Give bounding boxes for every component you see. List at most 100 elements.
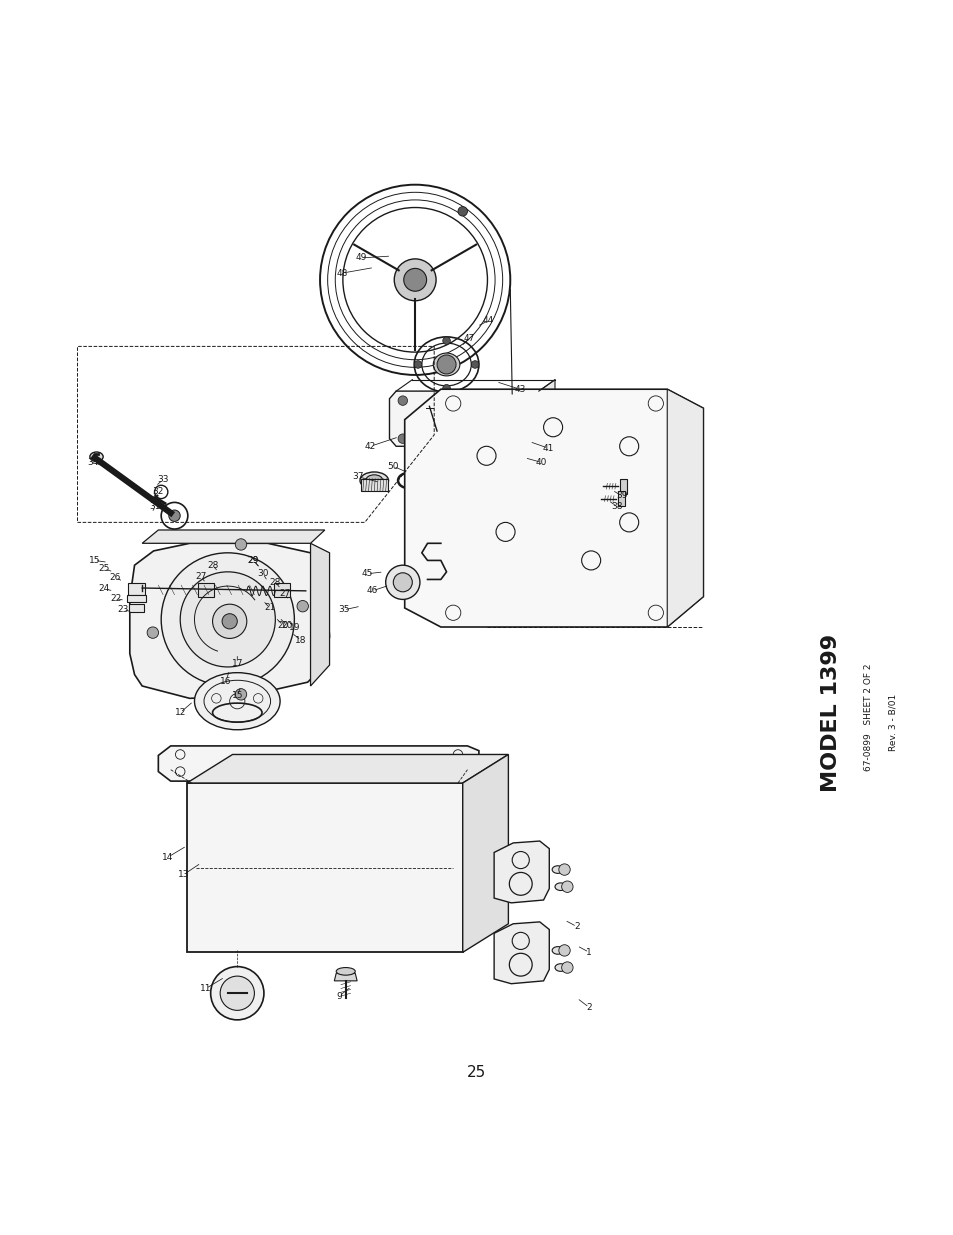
Text: 20: 20 <box>281 621 293 630</box>
Text: 21: 21 <box>264 604 275 613</box>
Circle shape <box>235 538 247 550</box>
Circle shape <box>394 259 436 301</box>
Circle shape <box>220 976 254 1010</box>
Circle shape <box>211 967 264 1020</box>
Ellipse shape <box>555 963 566 972</box>
Polygon shape <box>666 389 702 627</box>
Text: 9: 9 <box>335 992 341 1000</box>
Text: 39: 39 <box>616 492 627 500</box>
Text: 49: 49 <box>355 253 366 263</box>
Text: 12: 12 <box>174 708 186 718</box>
Text: 15: 15 <box>89 556 100 564</box>
Circle shape <box>527 433 537 443</box>
Text: 33: 33 <box>157 475 169 484</box>
Circle shape <box>235 689 247 700</box>
Circle shape <box>393 573 412 592</box>
Circle shape <box>296 600 308 611</box>
Polygon shape <box>494 841 549 903</box>
Text: 40: 40 <box>536 458 547 467</box>
Text: 45: 45 <box>361 569 373 578</box>
Text: 41: 41 <box>542 443 554 453</box>
Polygon shape <box>311 543 329 685</box>
Circle shape <box>161 553 294 685</box>
Polygon shape <box>619 479 627 494</box>
Text: 18: 18 <box>295 636 307 645</box>
Polygon shape <box>130 543 329 698</box>
Ellipse shape <box>552 946 563 955</box>
Ellipse shape <box>433 353 459 375</box>
Polygon shape <box>389 391 545 446</box>
Text: 2: 2 <box>586 1003 592 1011</box>
Circle shape <box>222 614 237 629</box>
Text: 13: 13 <box>178 869 190 879</box>
Polygon shape <box>142 530 324 543</box>
Text: 43: 43 <box>514 385 525 394</box>
Text: 31: 31 <box>150 501 161 511</box>
Circle shape <box>561 881 573 893</box>
Circle shape <box>397 433 407 443</box>
Text: 17: 17 <box>232 658 243 668</box>
Text: 19: 19 <box>289 622 300 631</box>
Circle shape <box>147 627 158 638</box>
Text: 42: 42 <box>364 442 375 451</box>
Circle shape <box>397 396 407 405</box>
Circle shape <box>213 604 247 638</box>
Ellipse shape <box>555 883 566 890</box>
Polygon shape <box>274 583 290 597</box>
Text: 38: 38 <box>611 501 622 511</box>
Text: 27: 27 <box>195 572 207 582</box>
Polygon shape <box>334 973 356 981</box>
Text: MODEL 1399: MODEL 1399 <box>820 634 840 792</box>
Text: 29: 29 <box>248 556 259 564</box>
Text: 23: 23 <box>117 605 129 614</box>
Text: 29: 29 <box>248 556 259 564</box>
Text: 15: 15 <box>232 692 243 700</box>
Circle shape <box>457 412 476 431</box>
Polygon shape <box>198 583 213 597</box>
Circle shape <box>558 863 570 876</box>
Polygon shape <box>360 479 387 492</box>
Circle shape <box>385 566 419 599</box>
Text: 30: 30 <box>257 569 269 578</box>
Ellipse shape <box>194 673 280 730</box>
Polygon shape <box>538 379 555 446</box>
Text: 26: 26 <box>110 573 121 582</box>
Text: 50: 50 <box>387 462 398 471</box>
Circle shape <box>414 361 421 368</box>
Text: 2: 2 <box>574 923 579 931</box>
Text: 22: 22 <box>110 594 121 603</box>
Text: 25: 25 <box>98 564 110 573</box>
Text: 46: 46 <box>366 587 377 595</box>
Text: 25: 25 <box>467 1065 486 1079</box>
Polygon shape <box>158 746 478 781</box>
Text: 28: 28 <box>207 561 218 569</box>
Polygon shape <box>129 604 144 611</box>
Circle shape <box>180 572 275 667</box>
Circle shape <box>442 337 450 345</box>
Ellipse shape <box>365 474 382 487</box>
Text: 44: 44 <box>482 316 494 325</box>
Polygon shape <box>187 755 508 783</box>
Text: 35: 35 <box>337 605 349 614</box>
Text: 24: 24 <box>98 584 110 594</box>
Text: Rev. 3 - B/01: Rev. 3 - B/01 <box>887 694 896 751</box>
Polygon shape <box>618 492 625 506</box>
Circle shape <box>527 396 537 405</box>
Text: 47: 47 <box>463 335 475 343</box>
Text: 27: 27 <box>279 589 291 598</box>
Circle shape <box>457 206 467 216</box>
Polygon shape <box>187 783 462 952</box>
Text: 48: 48 <box>335 269 347 278</box>
Text: 34: 34 <box>87 458 98 467</box>
Circle shape <box>446 400 488 442</box>
Text: 32: 32 <box>152 488 164 496</box>
Text: 28: 28 <box>270 578 281 587</box>
Circle shape <box>438 393 496 450</box>
Polygon shape <box>494 921 549 984</box>
Text: 14: 14 <box>162 852 173 862</box>
Text: 1: 1 <box>586 947 592 957</box>
Circle shape <box>561 962 573 973</box>
Circle shape <box>471 361 478 368</box>
Polygon shape <box>128 583 145 595</box>
Ellipse shape <box>552 866 563 873</box>
